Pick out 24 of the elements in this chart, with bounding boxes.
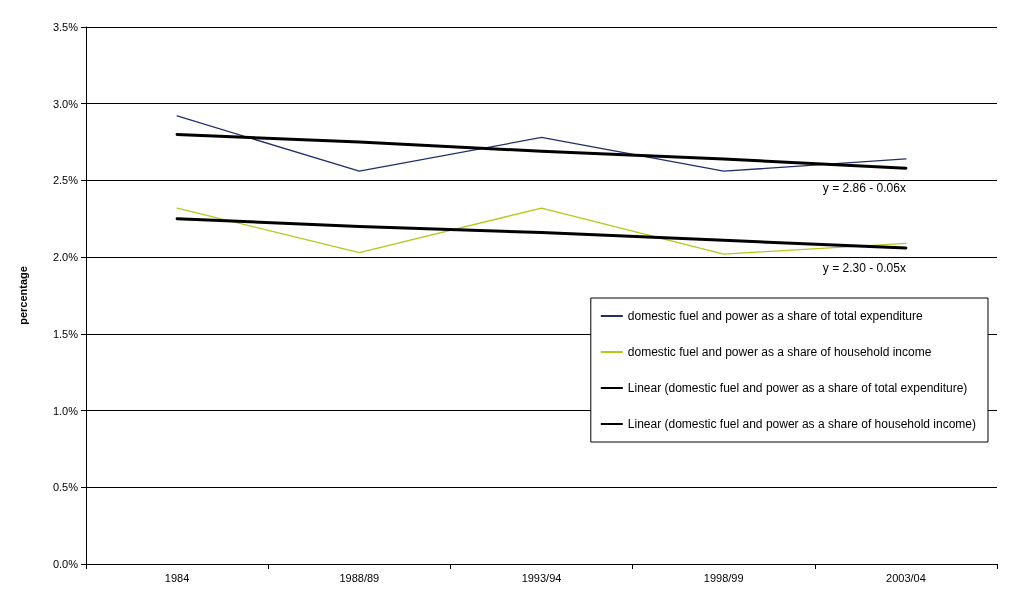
legend-label: domestic fuel and power as a share of household income [627,345,932,359]
x-tick-label: 1998/99 [703,571,744,584]
y-tick-label: 1.0% [52,404,79,417]
y-axis-title: percentage [16,266,29,325]
x-tick-label: 1988/89 [339,571,380,584]
annotation: y = 2.86 - 0.06x [822,181,906,196]
y-tick-label: 2.5% [52,174,79,187]
y-tick-label: 0.0% [52,558,79,570]
x-tick-label: 2003/04 [886,571,926,584]
line-series [175,132,908,170]
legend-label: Linear (domestic fuel and power as a share of household income) [627,417,976,431]
line-series [176,115,907,172]
annotation: y = 2.30 - 0.05x [822,260,906,275]
legend-label: domestic fuel and power as a share of total expenditure [627,309,923,323]
y-tick-label: 1.5% [52,327,79,340]
y-tick-label: 3.5% [52,21,79,33]
line-series [175,217,908,250]
line-series [176,207,907,255]
y-tick-label: 3.0% [52,97,79,110]
x-tick-label: 1984 [164,571,190,584]
x-tick-label: 1993/94 [521,571,562,584]
y-tick-label: 2.0% [52,251,79,264]
y-tick-label: 0.5% [52,481,79,494]
legend-label: Linear (domestic fuel and power as a share of total expenditure) [627,381,968,395]
